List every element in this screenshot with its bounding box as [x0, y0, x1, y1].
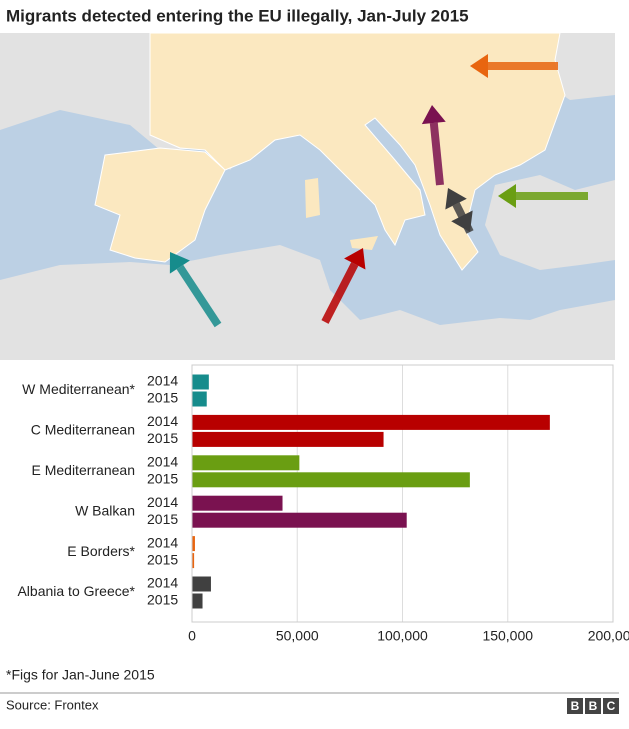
logo-box — [603, 698, 619, 714]
year-label: 2014 — [147, 575, 178, 591]
arrow-shaft — [321, 262, 359, 324]
route-arrows — [169, 54, 588, 328]
category-label: E Mediterranean — [31, 462, 135, 478]
africa — [0, 245, 615, 360]
bar — [192, 472, 470, 488]
year-label: 2014 — [147, 413, 178, 429]
bar — [192, 414, 550, 430]
bar — [192, 553, 195, 569]
arrow-head — [451, 210, 473, 232]
bar — [192, 455, 300, 471]
logo-letter: B — [571, 699, 580, 713]
bar — [192, 391, 207, 407]
logo-letter: B — [589, 699, 598, 713]
year-label: 2015 — [147, 551, 178, 567]
x-tick-label: 150,000 — [482, 628, 533, 644]
source: Source: Frontex — [6, 697, 99, 712]
x-tick-label: 100,000 — [377, 628, 428, 644]
logo-box — [567, 698, 583, 714]
year-label: 2015 — [147, 471, 178, 487]
bar — [192, 431, 384, 447]
bar — [192, 512, 407, 528]
bar — [192, 576, 211, 592]
category-label: Albania to Greece* — [17, 583, 135, 599]
arrow-head — [470, 54, 488, 78]
bar — [192, 536, 195, 552]
plot: 0 50,000 100,000 150,000 200,000 W Mediterran… — [17, 365, 629, 644]
arrow-shaft — [429, 122, 444, 186]
x-tick-label: 200,000 — [588, 628, 629, 644]
turkey — [485, 175, 615, 270]
category-label: E Borders* — [67, 543, 135, 559]
plot-frame — [191, 364, 614, 623]
category-label: C Mediterranean — [31, 422, 135, 438]
year-label: 2014 — [147, 534, 178, 550]
iberia — [94, 147, 226, 263]
islands — [305, 178, 378, 250]
chart-title: Migrants detected entering the EU illega… — [6, 6, 469, 25]
year-label: 2015 — [147, 511, 178, 527]
arrow-head — [344, 248, 366, 270]
arrow-shaft — [176, 264, 222, 328]
year-label: 2014 — [147, 454, 178, 470]
year-label: 2014 — [147, 373, 178, 389]
year-label: 2015 — [147, 430, 178, 446]
arrow-head — [169, 252, 190, 274]
x-tick-label: 0 — [188, 628, 196, 644]
arrow-head — [445, 188, 467, 210]
bar — [192, 495, 283, 511]
arrow-head — [421, 105, 446, 125]
footnote: *Figs for Jan-June 2015 — [6, 667, 155, 683]
bar — [192, 374, 209, 390]
year-label: 2014 — [147, 494, 178, 510]
category-label: W Mediterranean* — [22, 381, 135, 397]
bar — [192, 593, 203, 609]
category-label: W Balkan — [75, 502, 135, 518]
year-label: 2015 — [147, 592, 178, 608]
logo-letter: C — [607, 699, 616, 713]
arrow-head — [498, 184, 516, 208]
year-label: 2015 — [147, 390, 178, 406]
logo-box — [585, 698, 601, 714]
x-tick-label: 50,000 — [276, 628, 319, 644]
